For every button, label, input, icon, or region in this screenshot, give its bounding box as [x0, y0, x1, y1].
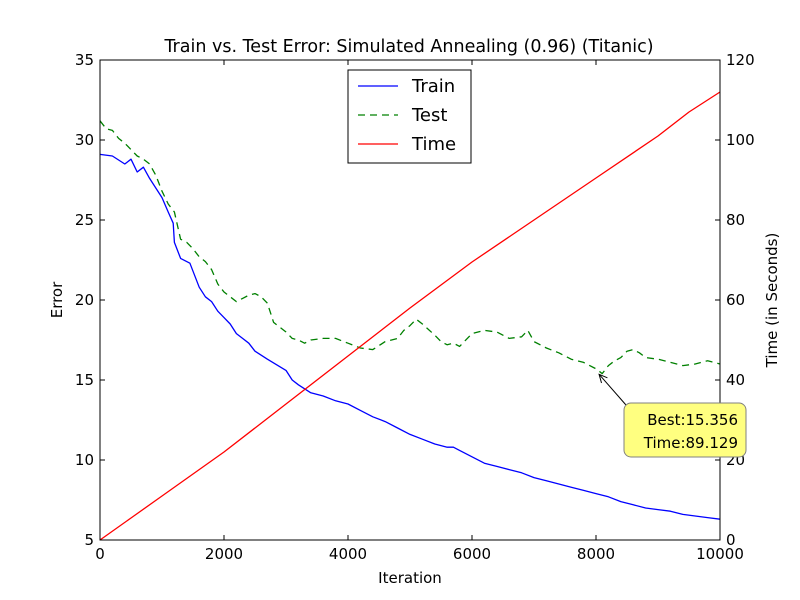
- x-tick-label: 10000: [696, 545, 744, 563]
- y-tick-label: 20: [75, 291, 94, 309]
- annotation-best-text: Best:15.356: [647, 411, 738, 429]
- y2-axis-title: Time (in Seconds): [763, 233, 781, 369]
- annotation-arrow: [598, 373, 627, 406]
- y-tick-label: 30: [75, 131, 94, 149]
- y-axis-title: Error: [48, 281, 66, 318]
- y-tick-label: 35: [75, 51, 94, 69]
- annotation-time-text: Time:89.129: [643, 434, 738, 452]
- x-tick-label: 0: [95, 545, 105, 563]
- legend-label-test: Test: [411, 105, 447, 126]
- series-line-time: [99, 91, 721, 541]
- y2-tick-label: 80: [726, 211, 745, 229]
- legend: Train Test Time: [347, 69, 472, 164]
- y2-tick-label: 120: [726, 51, 755, 69]
- annotation-arrowhead: [598, 373, 608, 384]
- series-line-train: [99, 153, 721, 520]
- y2-tick-label: 100: [726, 131, 755, 149]
- annotation-box: [623, 402, 747, 458]
- y-tick-label: 25: [75, 211, 94, 229]
- y2-tick-label: 60: [726, 291, 745, 309]
- legend-label-train: Train: [411, 76, 455, 97]
- y2-tick-label: 40: [726, 371, 745, 389]
- y2-tick-label: 0: [726, 531, 736, 549]
- series-line-test: [99, 120, 721, 375]
- series-layer: [99, 91, 721, 541]
- best-annotation: Best:15.356 Time:89.129: [598, 373, 747, 458]
- x-tick-label: 4000: [329, 545, 367, 563]
- ticks-layer: 0 2000 4000 6000 8000 10000510152025303502040…: [75, 51, 755, 563]
- x-tick-label: 2000: [205, 545, 243, 563]
- y-tick-label: 5: [84, 531, 94, 549]
- x-axis-title: Iteration: [378, 569, 442, 587]
- legend-label-time: Time: [411, 134, 456, 155]
- chart-title: Train vs. Test Error: Simulated Annealin…: [163, 37, 653, 57]
- y-tick-label: 10: [75, 451, 94, 469]
- y-tick-label: 15: [75, 371, 94, 389]
- x-tick-label: 6000: [453, 545, 491, 563]
- x-tick-label: 8000: [577, 545, 615, 563]
